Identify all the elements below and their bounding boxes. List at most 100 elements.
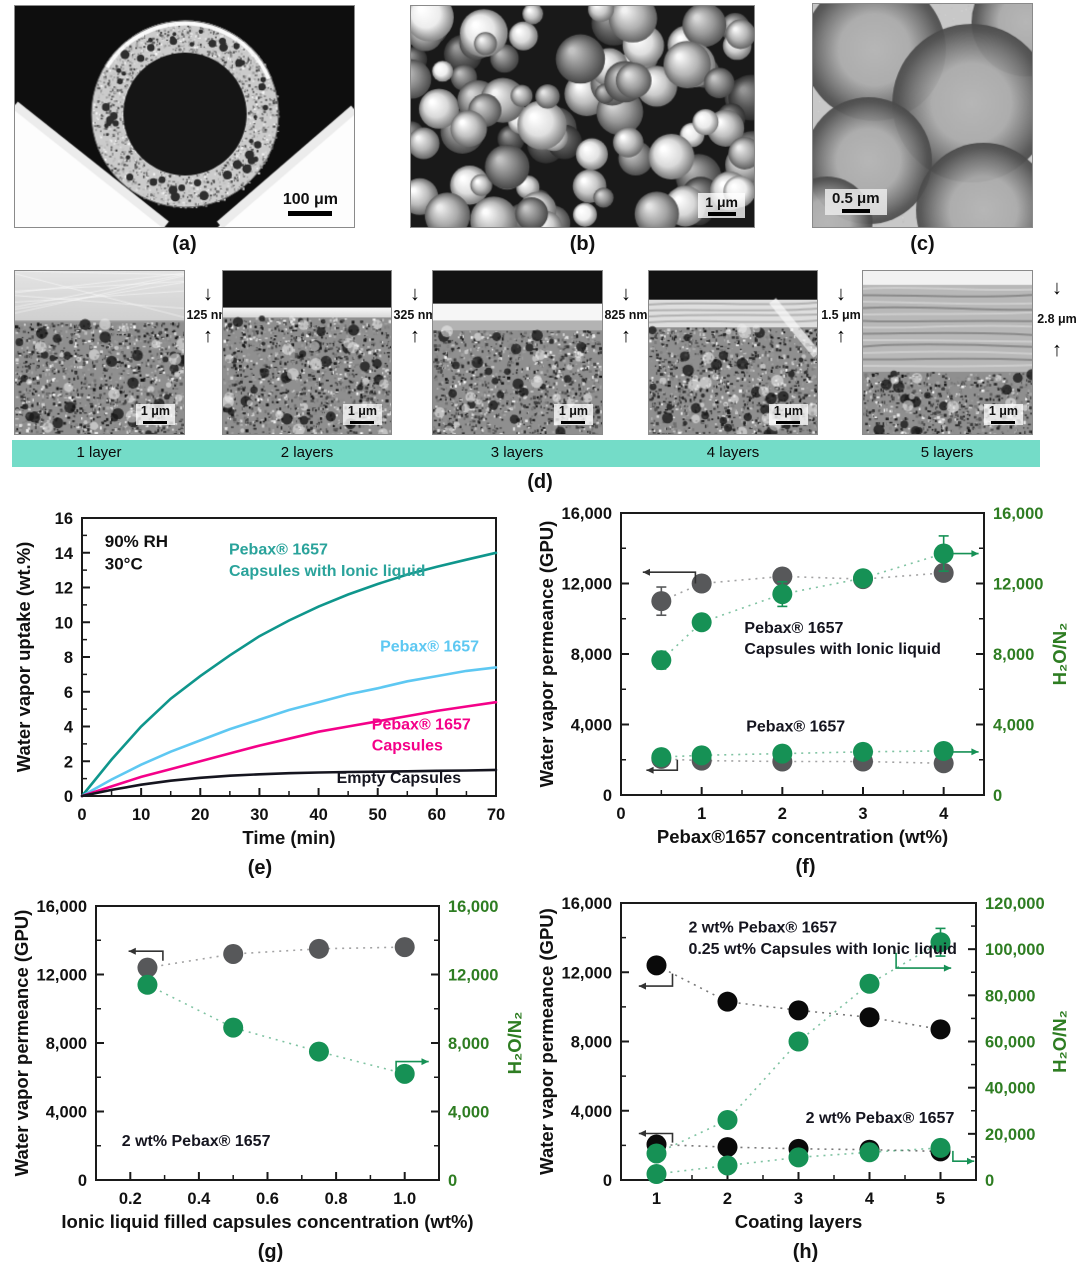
svg-text:2 wt% Pebax® 1657: 2 wt% Pebax® 1657 [122,1133,271,1150]
chart-g-svg: 0.2 0.4 0.6 0.8 1.0 0 4,000 8,000 12,000 16,000 0 4… [11,898,525,1232]
svg-text:Pebax® 1657: Pebax® 1657 [229,542,328,559]
svg-text:60,000: 60,000 [985,1034,1035,1052]
chart-permeance-vs-pebax-concentration: 0 1 2 3 4 0 4,000 8,000 12,000 16,000 0 4,000 8,000 1… [533,503,1078,879]
down-arrow-icon: ↓ [203,283,213,305]
svg-text:0: 0 [985,1172,994,1190]
svg-text:16,000: 16,000 [562,895,612,913]
thickness-value: 125 nm [186,308,230,322]
svg-text:8,000: 8,000 [993,646,1034,664]
svg-text:40: 40 [309,806,327,824]
scale-bar-line [841,209,870,213]
svg-text:8: 8 [64,649,73,667]
chart-h-svg: 1 2 3 4 5 0 4,000 8,000 12,000 16,000 0 20,000 40,00… [536,895,1070,1232]
svg-text:6: 6 [64,684,73,702]
scale-bar-line [350,421,375,424]
scale-bar-label: 1 μm [773,404,803,419]
panel-label-b: (b) [569,233,596,255]
scale-bar-label: 1 μm [347,404,377,419]
thickness-value: 1.5 μm [821,308,861,322]
thickness-value: 325 nm [393,308,437,322]
svg-text:120,000: 120,000 [985,895,1045,913]
svg-text:Water vapor permeance (GPU): Water vapor permeance (GPU) [11,910,32,1177]
svg-text:4,000: 4,000 [571,1103,612,1121]
scale-bar-c: 0.5 μm [825,188,887,215]
scale-bar-label: 1 μm [558,404,588,419]
svg-text:8,000: 8,000 [571,646,612,664]
scale-bar-line [776,421,801,424]
scale-bar-line [991,421,1016,424]
svg-text:Capsules with Ionic liquid: Capsules with Ionic liquid [229,563,425,580]
svg-text:3: 3 [794,1190,803,1208]
svg-text:Capsules: Capsules [372,737,443,754]
panel-label-c: (c) [910,233,935,255]
svg-text:0: 0 [603,1172,612,1190]
sem-image-coating-4-layers: 1 μm [648,270,818,435]
down-arrow-icon: ↓ [621,283,631,305]
svg-text:Pebax® 1657: Pebax® 1657 [746,719,845,736]
thickness-value: 825 nm [604,308,648,322]
svg-text:0: 0 [78,1172,87,1190]
panel-label-f: (f) [795,856,816,878]
up-arrow-icon: ↑ [621,325,631,347]
svg-text:2 wt% Pebax® 1657: 2 wt% Pebax® 1657 [806,1110,955,1127]
sem-image-capsules: 1 μm [410,5,755,228]
svg-text:100,000: 100,000 [985,941,1045,959]
svg-text:10: 10 [55,614,73,632]
svg-text:1.0: 1.0 [393,1190,416,1208]
banner-label-3-layers: 3 layers [490,444,544,461]
svg-text:2: 2 [778,805,787,823]
svg-text:12,000: 12,000 [448,967,498,985]
svg-text:16,000: 16,000 [562,505,612,523]
thickness-annotation-1: ↓ 125 nm ↑ [186,270,230,449]
svg-text:0: 0 [993,787,1002,805]
scale-bar-line [143,421,168,424]
svg-text:0.6: 0.6 [256,1190,279,1208]
scale-bar-d3: 1 μm [553,404,593,425]
scale-bar-d1: 1 μm [135,404,175,425]
down-arrow-icon: ↓ [410,283,420,305]
sem-image-coating-1-layer: 1 μm [14,270,185,435]
sem-image-coating-3-layers: 1 μm [432,270,603,435]
svg-text:40,000: 40,000 [985,1080,1035,1098]
svg-text:14: 14 [55,545,74,563]
svg-text:50: 50 [369,806,387,824]
thickness-annotation-4: ↓ 1.5 μm ↑ [819,270,863,449]
thickness-annotation-5: ↓ 2.8 μm ↑ [1035,270,1079,443]
svg-text:30: 30 [250,806,268,824]
svg-text:12,000: 12,000 [562,964,612,982]
svg-text:0: 0 [77,806,86,824]
svg-text:12,000: 12,000 [993,576,1043,594]
svg-text:10: 10 [132,806,150,824]
svg-text:2: 2 [64,753,73,771]
up-arrow-icon: ↑ [410,325,420,347]
svg-text:Coating layers: Coating layers [735,1211,863,1232]
svg-text:8,000: 8,000 [448,1035,489,1053]
down-arrow-icon: ↓ [836,283,846,305]
chart-permeance-vs-coating-layers: 1 2 3 4 5 0 4,000 8,000 12,000 16,000 0 20,000 40,00… [533,893,1078,1264]
svg-text:H₂O/N₂: H₂O/N₂ [1049,1010,1070,1073]
svg-text:Water vapor permeance (GPU): Water vapor permeance (GPU) [536,908,557,1175]
sem-image-hollow-fiber-cross-section: 100 μm [14,5,355,228]
scale-bar-label: 1 μm [988,404,1018,419]
panel-label-e: (e) [247,857,273,879]
svg-text:16: 16 [55,510,73,528]
svg-text:8,000: 8,000 [571,1034,612,1052]
thickness-value: 2.8 μm [1037,312,1077,326]
scale-bar-d4: 1 μm [768,404,808,425]
panel-label-a: (a) [172,233,197,255]
svg-text:16,000: 16,000 [37,898,87,916]
chart-permeance-vs-capsule-concentration: 0.2 0.4 0.6 0.8 1.0 0 4,000 8,000 12,000 16,000 0 4… [8,896,533,1264]
svg-text:Time (min): Time (min) [242,827,335,848]
svg-text:Pebax® 1657: Pebax® 1657 [372,716,471,733]
svg-text:12,000: 12,000 [37,967,87,985]
svg-text:H₂O/N₂: H₂O/N₂ [1049,623,1070,686]
sem-canvas-a [15,6,354,227]
sem-image-coating-5-layers: 1 μm [862,270,1033,435]
svg-text:0: 0 [616,805,625,823]
scale-bar-line [288,211,333,216]
chart-water-vapor-uptake: 0 10 20 30 40 50 60 70 0 2 4 6 8 10 12 14 16 Time (min) Wa… [10,506,510,880]
scale-bar-d5: 1 μm [983,404,1023,425]
svg-text:4,000: 4,000 [46,1104,87,1122]
svg-text:12: 12 [55,580,73,598]
